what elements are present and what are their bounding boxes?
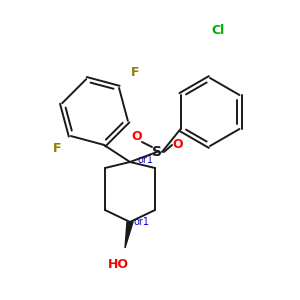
Text: or1: or1: [138, 155, 154, 165]
Text: HO: HO: [107, 259, 128, 272]
Polygon shape: [125, 222, 133, 248]
Text: F: F: [131, 67, 139, 80]
Text: F: F: [53, 142, 61, 154]
Text: S: S: [152, 145, 162, 159]
Text: O: O: [173, 139, 183, 152]
Text: O: O: [132, 130, 142, 142]
Text: or1: or1: [133, 217, 149, 227]
Text: Cl: Cl: [212, 23, 225, 37]
